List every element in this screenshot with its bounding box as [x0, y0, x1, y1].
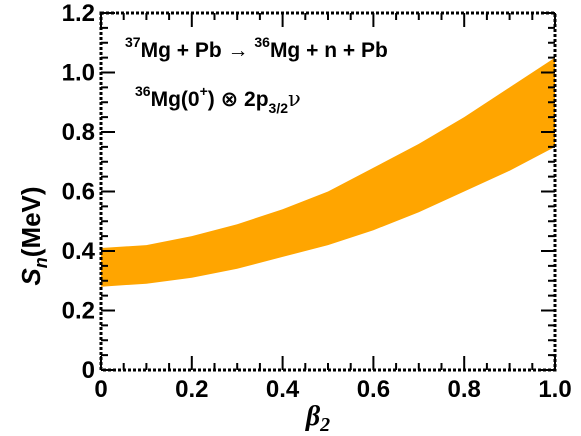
y-tick-label: 0.4 — [62, 238, 96, 265]
config-sub: 3/2 — [269, 100, 289, 116]
config-part-2: ) — [208, 88, 221, 111]
x-tick-label: 1.0 — [538, 376, 571, 403]
config-annotation: 36Mg(0+) ⊗ 2p3/2ν — [135, 83, 301, 116]
x-axis-title-sub: 2 — [319, 414, 330, 436]
x-axis-title-main: β — [305, 401, 321, 432]
x-axis-title: β2 — [305, 401, 330, 436]
uncertainty-band — [101, 57, 555, 287]
y-tick-label: 1.0 — [62, 60, 95, 87]
config-part-1: Mg(0 — [151, 88, 200, 111]
band-layer — [101, 57, 555, 287]
reaction-sup-1: 37 — [125, 34, 141, 50]
y-tick-label: 1.2 — [62, 0, 95, 27]
y-axis-title-main: S — [16, 268, 46, 286]
reaction-sup-2: 36 — [254, 34, 270, 50]
x-tick-label: 0.2 — [175, 376, 208, 403]
plot-frame — [99, 11, 557, 372]
config-nu: ν — [288, 87, 301, 111]
x-tick-label: 0.8 — [448, 376, 481, 403]
y-tick-label: 0 — [82, 357, 95, 384]
reaction-part-1: Mg + Pb — [141, 39, 228, 62]
otimes-icon: ⊗ — [221, 88, 239, 111]
config-sup-plus: + — [200, 83, 208, 99]
y-tick-label: 0.8 — [62, 119, 95, 146]
x-tick-label: 0.4 — [266, 376, 300, 403]
x-tick-label: 0 — [94, 376, 107, 403]
config-sup-1: 36 — [135, 83, 151, 99]
reaction-part-2: Mg + n + Pb — [270, 39, 388, 62]
y-axis-title-sub: n — [31, 257, 51, 268]
y-axis-title-unit: (MeV) — [16, 186, 46, 257]
x-tick-label: 0.6 — [357, 376, 390, 403]
ticklabels-layer: 0 0.2 0.4 0.6 0.8 1.0 0 0.2 0.4 0.6 0.8 1.0 1.2 — [62, 0, 572, 403]
y-tick-label: 0.2 — [62, 298, 95, 325]
reaction-arrow-icon: → — [228, 39, 249, 62]
y-axis-title: Sn(MeV) — [16, 186, 51, 285]
y-tick-label: 0.6 — [62, 179, 95, 206]
reaction-annotation: 37Mg + Pb → 36Mg + n + Pb — [125, 34, 388, 62]
config-part-3: 2p — [238, 88, 268, 111]
